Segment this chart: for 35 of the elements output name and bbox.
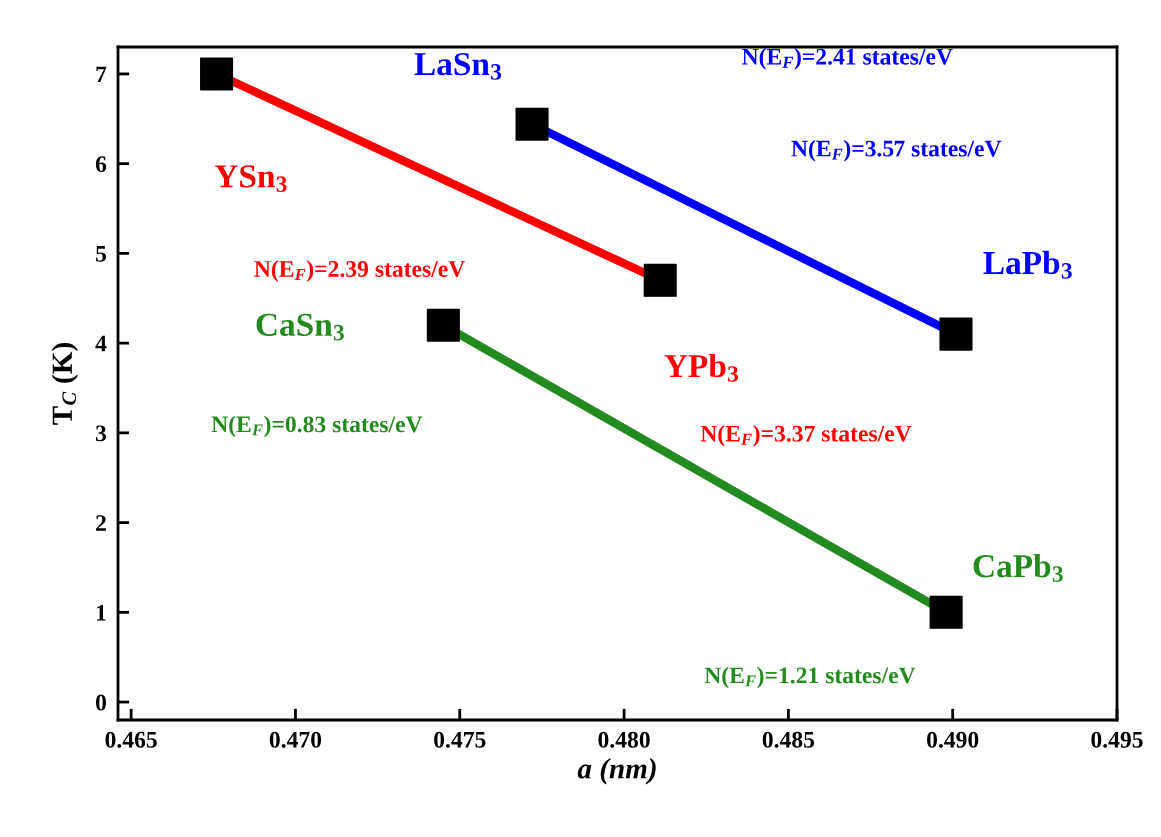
annotation: N(E$_{F}$)=1.21 states/eV: [704, 666, 916, 689]
x-axis-title: a (nm): [577, 758, 656, 785]
annotation: LaSn$_{3}$: [414, 52, 502, 80]
point: [643, 263, 677, 297]
annotation: N(E$_{F}$)=2.41 states/eV: [742, 48, 953, 70]
y-tick-label: 3: [95, 425, 107, 442]
x-tick-label: 0.480: [598, 731, 650, 748]
y-axis-title: T$_{C}$ (K): [51, 343, 79, 425]
annotation: YSn$_{3}$: [214, 165, 287, 193]
y-tick-label: 6: [95, 156, 107, 173]
annotation: N(E$_{F}$)=2.39 states/eV: [254, 260, 466, 282]
annotation: CaSn$_{3}$: [256, 313, 344, 341]
y-tick-label: 4: [95, 335, 107, 352]
annotation: CaPb$_{3}$: [973, 553, 1063, 582]
annotation: YPb$_{3}$: [664, 353, 738, 382]
y-tick-label: 2: [96, 515, 106, 531]
point: [929, 595, 963, 629]
annotation: LaPb$_{3}$: [983, 250, 1072, 279]
x-tick-label: 0.475: [434, 731, 486, 748]
y-tick-label: 7: [96, 66, 107, 83]
point: [200, 57, 234, 91]
annotation: N(E$_{F}$)=3.37 states/eV: [700, 425, 912, 447]
point: [515, 107, 549, 141]
point: [426, 308, 460, 342]
y-tick-label: 0: [95, 694, 106, 711]
annotation: N(E$_{F}$)=3.57 states/eV: [791, 139, 1002, 162]
x-tick-label: 0.465: [105, 731, 157, 748]
x-tick-label: 0.485: [762, 731, 815, 748]
x-tick-label: 0.470: [269, 731, 322, 748]
x-tick-label: 0.490: [927, 731, 979, 748]
x-tick-label: 0.495: [1091, 731, 1143, 748]
y-tick-label: 1: [96, 604, 106, 621]
point: [939, 317, 973, 351]
annotation: N(E$_{F}$)=0.83 states/eV: [211, 415, 423, 438]
y-tick-label: 5: [96, 246, 107, 262]
